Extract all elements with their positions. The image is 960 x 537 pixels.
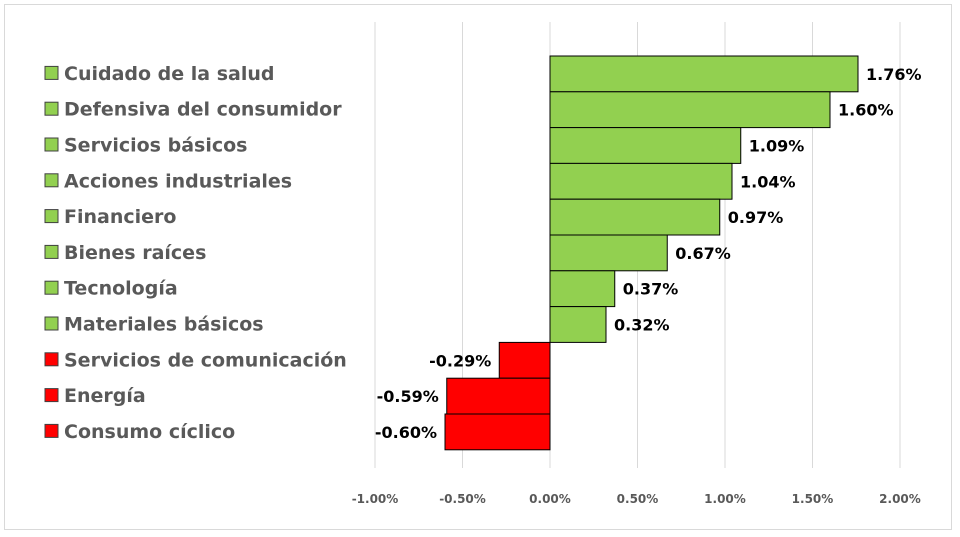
bar (549, 127, 742, 164)
data-label: 1.76% (866, 65, 922, 84)
bar (549, 91, 831, 129)
bar (549, 162, 733, 200)
category-label: Defensiva del consumidor (64, 99, 342, 121)
data-label: 1.04% (740, 172, 796, 191)
bar (549, 198, 721, 236)
bar (498, 341, 551, 379)
bar (549, 234, 668, 272)
legend-swatch (44, 101, 59, 116)
category-label: Bienes raíces (64, 242, 206, 264)
bar (444, 413, 551, 451)
data-label: 0.67% (675, 244, 731, 263)
x-tick-label: -1.00% (352, 492, 399, 506)
category-label: Energía (64, 385, 146, 407)
x-tick-label: 0.50% (617, 492, 659, 506)
legend-swatch (44, 316, 59, 331)
x-tick-label: 2.00% (879, 492, 921, 506)
data-label: 1.09% (749, 137, 805, 156)
bar (549, 55, 859, 93)
category-label: Servicios de comunicación (64, 349, 347, 371)
legend-swatch (44, 388, 59, 403)
bar (446, 377, 551, 415)
category-label: Financiero (64, 206, 176, 228)
category-label: Tecnología (64, 278, 178, 300)
legend-swatch (44, 280, 59, 295)
data-label: 0.32% (614, 316, 670, 335)
data-label: 1.60% (838, 101, 894, 120)
legend-swatch (44, 423, 59, 438)
x-tick-label: 1.50% (792, 492, 834, 506)
data-label: -0.60% (375, 423, 437, 442)
x-tick-label: 1.00% (704, 492, 746, 506)
legend-swatch (44, 65, 59, 80)
legend-swatch (44, 173, 59, 188)
legend-swatch (44, 209, 59, 224)
data-label: -0.29% (429, 351, 491, 370)
category-label: Cuidado de la salud (64, 63, 275, 85)
legend-swatch (44, 352, 59, 367)
x-tick-label: -0.50% (439, 492, 486, 506)
category-label: Materiales básicos (64, 314, 264, 336)
x-tick-label: 0.00% (529, 492, 571, 506)
category-label: Acciones industriales (64, 170, 292, 192)
data-label: 0.37% (623, 280, 679, 299)
legend-swatch (44, 244, 59, 259)
bar (549, 270, 616, 308)
legend-swatch (44, 137, 59, 152)
data-label: 0.97% (728, 208, 784, 227)
category-label: Consumo cíclico (64, 421, 235, 443)
bar (549, 306, 607, 343)
data-label: -0.59% (377, 387, 439, 406)
category-label: Servicios básicos (64, 135, 247, 157)
